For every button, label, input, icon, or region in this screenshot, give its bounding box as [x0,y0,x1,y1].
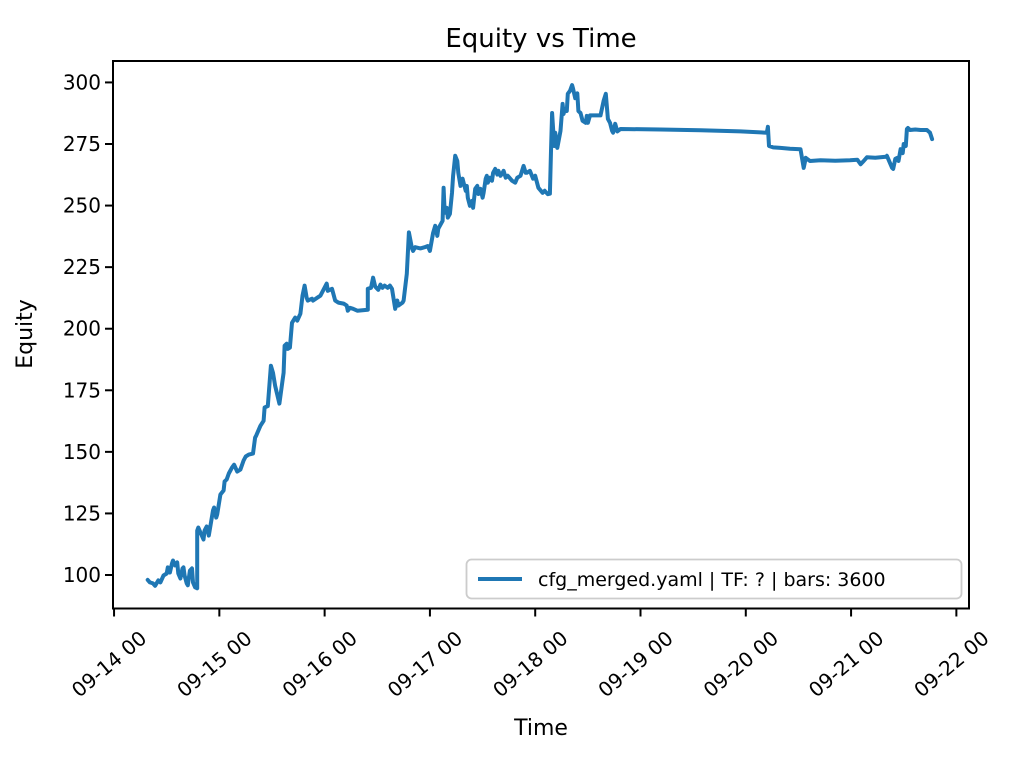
axes: 09-14 00 09-15 00 09-16 00 09-17 00 09-18 00… [63,60,994,702]
y-tick-label: 300 [63,70,101,94]
y-tick-label: 225 [63,255,101,279]
x-tick-label: 09-14 00 [67,626,151,702]
x-tick-label: 09-20 00 [699,626,783,702]
legend-label: cfg_merged.yaml | TF: ? | bars: 3600 [538,569,886,591]
y-tick-label: 200 [63,317,101,341]
plot-border [112,60,970,610]
y-axis-label: Equity [13,299,38,369]
x-tick-label: 09-15 00 [172,626,256,702]
y-tick-label: 250 [63,194,101,218]
x-axis-label: Time [513,716,568,741]
chart-title: Equity vs Time [445,24,636,54]
equity-line [145,83,935,591]
series [145,83,935,591]
y-tick-label: 100 [63,563,101,587]
x-tick-label: 09-17 00 [383,626,467,702]
legend-box [465,558,963,600]
x-tick-label: 09-19 00 [593,626,677,702]
x-tick-label: 09-22 00 [909,626,993,702]
y-tick-label: 125 [63,501,101,525]
x-tick-label: 09-21 00 [804,626,888,702]
y-tick-label: 175 [63,378,101,402]
x-tick-label: 09-16 00 [278,626,362,702]
x-tick-label: 09-18 00 [488,626,572,702]
y-tick-label: 150 [63,440,101,464]
legend: cfg_merged.yaml | TF: ? | bars: 3600 [465,558,963,600]
y-tick-label: 275 [63,132,101,156]
